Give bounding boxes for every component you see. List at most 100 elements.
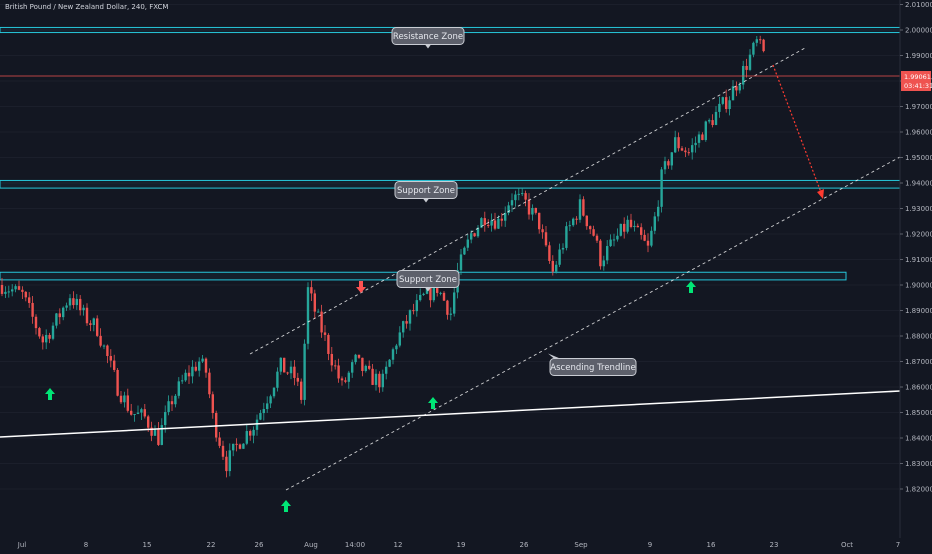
candle-body (500, 218, 503, 221)
current-price-value: 1.99061 (904, 73, 931, 81)
time-tick-label: Sep (574, 541, 588, 549)
candle-body (684, 150, 687, 153)
candle-body (225, 456, 228, 472)
buy-signal-arrow (686, 281, 696, 293)
candle-body (514, 194, 517, 201)
candle-body (269, 396, 272, 404)
time-tick-label: 7 (896, 541, 900, 549)
candle-body (170, 401, 174, 405)
time-tick-label: Aug (304, 541, 318, 549)
label-pointer (425, 287, 431, 292)
candle-body (446, 300, 449, 315)
price-tick-label: 1.85000 (905, 409, 932, 417)
candle-body (368, 365, 371, 369)
time-tick-label: Jul (17, 541, 27, 549)
price-tick-label: 1.82000 (905, 486, 932, 494)
candle-body (459, 254, 463, 271)
candle-body (330, 353, 333, 366)
candle-body (38, 328, 41, 337)
zone-labels: Resistance Zone Support Zone Support Zone A… (391, 27, 637, 376)
candle-body (612, 239, 616, 241)
candle-body (599, 240, 602, 267)
candle-body (143, 409, 146, 417)
candle-body (286, 372, 289, 374)
price-tick-label: 2.00000 (905, 27, 932, 35)
candle-body (463, 247, 466, 255)
price-tick-label: 1.86000 (905, 384, 932, 392)
candle-body (354, 354, 357, 363)
candle-body (371, 368, 374, 385)
candle-body (626, 219, 629, 232)
current-price-tag (901, 71, 931, 91)
candle-body (378, 373, 381, 388)
candle-body (14, 286, 17, 290)
candle-body (218, 437, 221, 446)
time-tick-label: Oct (841, 541, 853, 549)
candle-body (45, 334, 48, 343)
candle-body (391, 349, 395, 360)
candle-body (228, 450, 231, 472)
candle-body (558, 249, 561, 265)
buy-signal-arrow (45, 388, 55, 400)
candle-body (480, 218, 483, 228)
candle-body (317, 311, 320, 313)
candle-body (561, 247, 565, 250)
candle-body (364, 365, 367, 371)
candle-body (211, 394, 214, 414)
candle-body (395, 345, 398, 350)
candle-body (48, 334, 51, 339)
candle-body (82, 307, 85, 311)
sell-signal-arrow (356, 281, 366, 293)
candle-body (238, 444, 242, 449)
candle-body (276, 371, 279, 388)
candle-body (704, 121, 707, 140)
candle-body (429, 287, 432, 301)
candle-body (119, 395, 123, 403)
price-tick-label: 1.99000 (905, 52, 932, 60)
candle-body (17, 286, 21, 290)
candle-body (255, 419, 259, 430)
candle-body (616, 235, 619, 240)
candle-body (728, 100, 731, 109)
long-term-trendline (0, 390, 901, 438)
candle-body (174, 395, 177, 405)
candle-body (432, 283, 435, 301)
label-pointer (548, 353, 560, 359)
candle-body (544, 232, 548, 246)
candle-body (636, 225, 639, 228)
candle-body (102, 345, 106, 347)
candle-body (595, 235, 599, 241)
candle-body (187, 372, 191, 377)
candle-body (572, 218, 575, 226)
candle-body (208, 372, 211, 395)
candle-body (640, 227, 643, 235)
candle-body (361, 357, 364, 371)
label-pointer (425, 44, 431, 49)
price-tick-label: 2.01000 (905, 1, 932, 9)
price-tick-label: 1.96000 (905, 129, 932, 137)
candle-body (755, 39, 758, 43)
candle-body (340, 378, 344, 381)
candle-body (742, 65, 745, 85)
candle-body (453, 292, 456, 314)
candle-body (31, 302, 34, 317)
candle-body (75, 298, 78, 306)
candle-body (548, 245, 551, 261)
candle-body (85, 307, 89, 324)
candle-body (412, 310, 415, 312)
candle-body (116, 369, 119, 396)
candle-body (439, 292, 442, 294)
candle-body (296, 377, 299, 382)
candle-body (643, 234, 646, 241)
grid (0, 0, 900, 489)
candle-body (242, 443, 245, 449)
candle-body (650, 230, 653, 246)
candle-body (385, 366, 388, 374)
candle-body (470, 233, 473, 240)
channel-upper-line (249, 47, 806, 355)
candle-body (320, 311, 323, 333)
candle-body (323, 332, 327, 335)
candle-body (62, 307, 65, 318)
